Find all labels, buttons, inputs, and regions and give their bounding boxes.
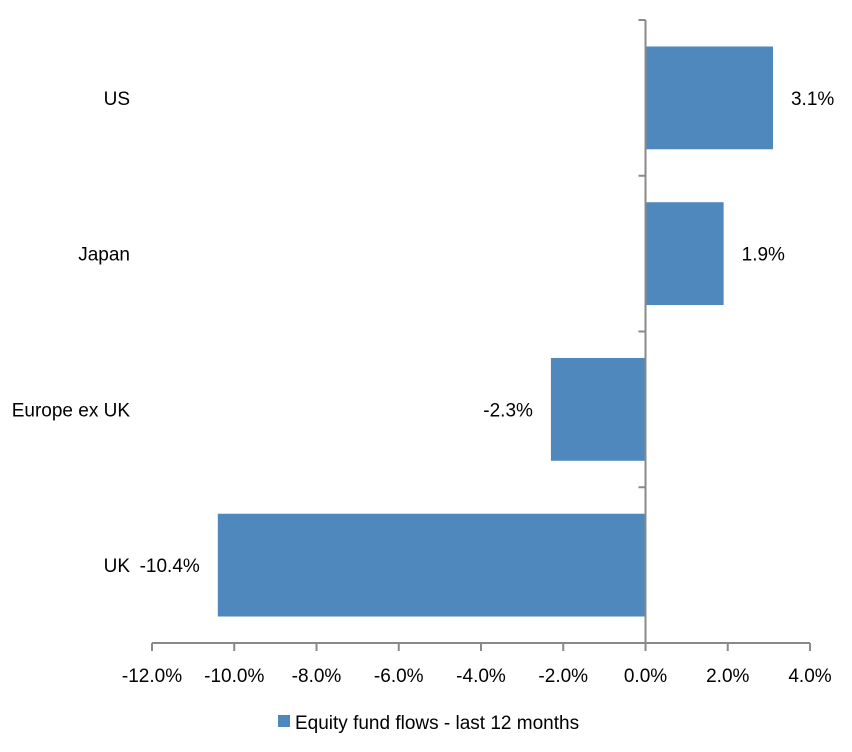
legend-swatch (278, 715, 290, 727)
data-label: -10.4% (140, 556, 200, 577)
x-tick-label: -8.0% (292, 666, 342, 687)
bar-us (645, 46, 773, 150)
x-tick-label: -2.0% (538, 666, 588, 687)
x-tick-label: -4.0% (456, 666, 506, 687)
data-label: 3.1% (791, 89, 834, 110)
category-label: UK (104, 556, 131, 577)
bar-europe-ex-uk (550, 357, 646, 461)
category-label: Europe ex UK (12, 400, 131, 421)
x-tick-label: 0.0% (624, 666, 667, 687)
x-tick-label: 4.0% (788, 666, 831, 687)
category-label: US (104, 89, 130, 110)
x-tick-label: -12.0% (122, 666, 182, 687)
bar-uk (217, 513, 646, 617)
data-label: -2.3% (483, 400, 533, 421)
x-tick-label: -6.0% (374, 666, 424, 687)
data-label: 1.9% (742, 245, 785, 266)
legend-label: Equity fund flows - last 12 months (295, 713, 579, 734)
category-label: Japan (78, 245, 130, 266)
x-tick-label: 2.0% (706, 666, 749, 687)
x-tick-label: -10.0% (204, 666, 264, 687)
bar-japan (645, 202, 724, 306)
